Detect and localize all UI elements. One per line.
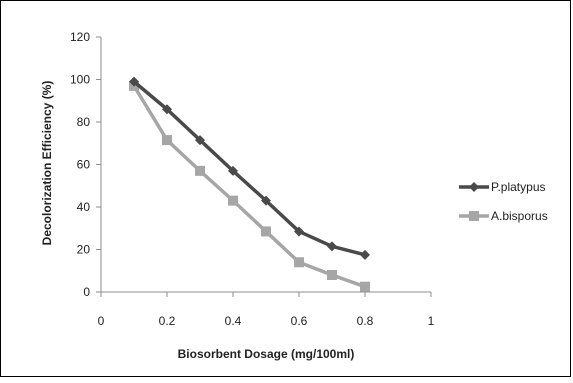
y-tick-label: 20 <box>77 243 91 257</box>
x-axis-title: Biosorbent Dosage (mg/100ml) <box>178 347 355 361</box>
axes: 0 20 40 60 80 100 120 0 0.2 0.4 0.6 0.8 1 <box>70 30 435 328</box>
data-point <box>228 165 238 176</box>
data-point <box>327 241 337 252</box>
legend-swatch-marker <box>469 211 479 221</box>
data-point <box>195 135 205 146</box>
y-tick-label: 60 <box>77 158 91 172</box>
data-point <box>195 165 205 176</box>
legend-item: P.platypus <box>459 180 546 194</box>
data-point <box>360 281 370 292</box>
data-point <box>360 249 370 260</box>
x-tick-label: 0.4 <box>225 314 242 328</box>
data-point <box>294 226 304 237</box>
data-point <box>261 195 271 206</box>
y-tick-label: 80 <box>77 115 91 129</box>
data-point <box>129 76 139 87</box>
series-line <box>132 84 366 289</box>
data-point <box>261 226 271 237</box>
y-tick-label: 120 <box>70 30 90 44</box>
y-tick-label: 0 <box>83 285 90 299</box>
data-point <box>162 135 172 146</box>
x-tick-label: 1 <box>428 314 435 328</box>
legend-item: A.bisporus <box>459 209 548 223</box>
y-tick-label: 40 <box>77 200 91 214</box>
data-point <box>327 270 337 280</box>
legend-label: P.platypus <box>491 180 546 194</box>
y-axis-title: Decolorization Efficiency (%) <box>40 81 54 246</box>
series-layer <box>129 76 370 292</box>
data-point <box>228 195 238 206</box>
data-point <box>162 104 172 115</box>
series-p-platypus <box>129 76 370 260</box>
data-point <box>294 257 304 268</box>
x-tick-label: 0 <box>98 314 105 328</box>
legend-label: A.bisporus <box>491 209 548 223</box>
legend-swatch-marker <box>469 182 479 192</box>
legend: P.platypus A.bisporus <box>459 180 548 223</box>
x-tick-label: 0.2 <box>159 314 176 328</box>
x-tick-label: 0.6 <box>291 314 308 328</box>
x-tick-label: 0.8 <box>357 314 374 328</box>
y-tick-label: 100 <box>70 73 90 87</box>
series-line <box>132 80 366 257</box>
